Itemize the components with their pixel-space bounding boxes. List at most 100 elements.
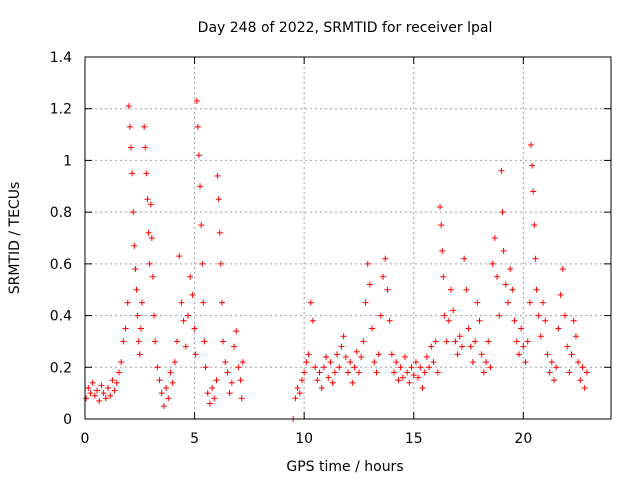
data-point xyxy=(472,338,479,345)
data-point xyxy=(149,273,156,280)
data-point xyxy=(530,188,537,195)
data-point xyxy=(511,317,518,324)
data-point xyxy=(142,144,149,151)
data-point xyxy=(480,369,487,376)
data-point xyxy=(412,359,419,366)
data-point xyxy=(423,353,430,360)
grid-layer xyxy=(84,56,611,420)
data-point xyxy=(91,392,98,399)
data-point xyxy=(154,364,161,371)
data-point xyxy=(100,390,107,397)
data-point xyxy=(89,379,96,386)
data-point xyxy=(96,397,103,404)
data-point xyxy=(206,400,213,407)
data-point xyxy=(120,338,127,345)
data-point xyxy=(323,353,330,360)
data-point xyxy=(298,377,305,384)
data-point xyxy=(125,103,132,110)
data-point xyxy=(410,372,417,379)
data-point xyxy=(499,209,506,216)
data-point xyxy=(136,351,143,358)
data-point xyxy=(537,333,544,340)
data-point xyxy=(316,369,323,376)
data-point xyxy=(228,379,235,386)
data-point xyxy=(388,351,395,358)
data-point xyxy=(98,382,105,389)
data-point xyxy=(504,299,511,306)
data-point xyxy=(327,359,334,366)
data-point xyxy=(216,229,223,236)
data-point xyxy=(570,317,577,324)
data-point xyxy=(542,317,549,324)
y-axis-label: SRMTID / TECUs xyxy=(7,182,23,295)
y-tick-label: 0.2 xyxy=(50,360,72,376)
data-point xyxy=(513,338,520,345)
data-point xyxy=(564,343,571,350)
data-point xyxy=(193,97,200,104)
data-point xyxy=(507,266,514,273)
y-tick-label: 1.2 xyxy=(50,102,72,118)
data-point xyxy=(105,384,112,391)
data-point xyxy=(393,359,400,366)
data-point xyxy=(483,359,490,366)
data-point xyxy=(102,395,109,402)
data-point xyxy=(235,364,242,371)
data-point xyxy=(129,170,136,177)
data-point xyxy=(160,403,167,410)
data-point xyxy=(152,338,159,345)
data-point xyxy=(568,351,575,358)
data-point xyxy=(438,222,445,229)
data-point xyxy=(134,312,141,319)
data-point xyxy=(496,312,503,319)
data-point xyxy=(220,338,227,345)
data-point xyxy=(171,359,178,366)
data-point xyxy=(395,377,402,384)
data-point xyxy=(364,260,371,267)
data-point xyxy=(87,390,94,397)
data-point xyxy=(535,312,542,319)
data-point xyxy=(197,183,204,190)
data-point xyxy=(443,338,450,345)
data-point xyxy=(401,353,408,360)
data-point xyxy=(369,325,376,332)
data-point xyxy=(111,387,118,394)
data-point xyxy=(502,281,509,288)
data-point xyxy=(397,364,404,371)
data-point xyxy=(581,384,588,391)
data-point xyxy=(318,384,325,391)
data-point xyxy=(476,317,483,324)
data-point xyxy=(213,377,220,384)
data-point xyxy=(194,123,201,130)
data-point xyxy=(417,364,424,371)
data-point xyxy=(135,338,142,345)
data-point xyxy=(156,377,163,384)
data-point xyxy=(463,286,470,293)
data-point xyxy=(147,201,154,208)
data-point xyxy=(146,260,153,267)
data-point xyxy=(491,235,498,241)
data-point xyxy=(185,312,192,319)
x-tick-label: 20 xyxy=(514,431,532,447)
data-point xyxy=(441,312,448,319)
data-point xyxy=(546,369,553,376)
y-tick-label: 0.6 xyxy=(50,257,72,273)
data-point xyxy=(331,369,338,376)
data-point xyxy=(214,172,221,179)
points-layer xyxy=(83,97,590,422)
data-point xyxy=(518,325,525,332)
data-point xyxy=(371,359,378,366)
data-point xyxy=(237,377,244,384)
data-point xyxy=(132,266,139,273)
data-point xyxy=(218,299,225,306)
data-point xyxy=(430,359,437,366)
data-point xyxy=(487,364,494,371)
data-point xyxy=(555,325,562,332)
data-point xyxy=(309,317,316,324)
data-point xyxy=(122,325,129,332)
tick-label-layer: 0 0.2 0.4 0.6 0.8 1 1.2 1.4 0 5 10 15 20 xyxy=(50,50,533,447)
data-point xyxy=(529,162,536,169)
data-point xyxy=(238,395,245,402)
data-point xyxy=(419,384,426,391)
x-tick-label: 0 xyxy=(81,431,90,447)
data-point xyxy=(124,299,131,306)
